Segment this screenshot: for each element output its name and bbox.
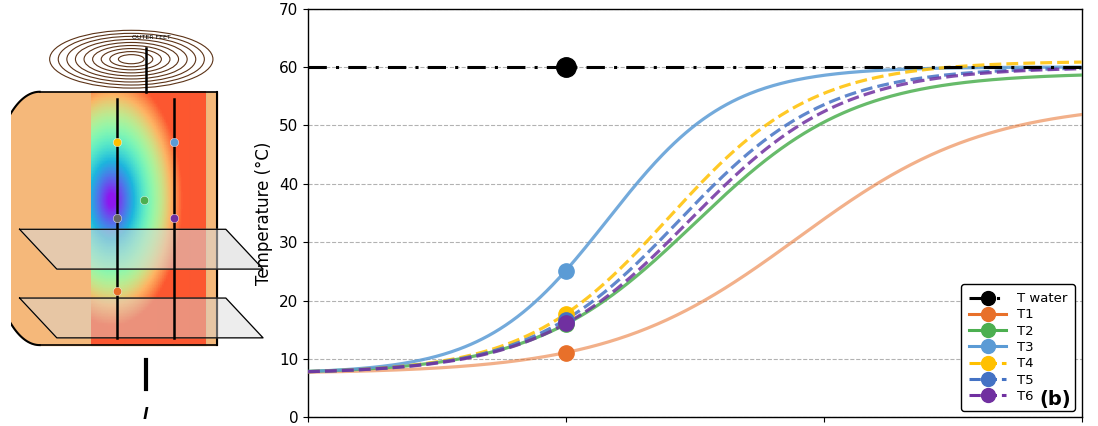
Polygon shape — [141, 92, 157, 345]
Polygon shape — [0, 92, 40, 345]
Text: (b): (b) — [1039, 390, 1071, 409]
Polygon shape — [40, 92, 217, 345]
Polygon shape — [108, 92, 124, 345]
Polygon shape — [20, 229, 264, 269]
Legend: T water, T1, T2, T3, T4, T5, T6: T water, T1, T2, T3, T4, T5, T6 — [961, 284, 1075, 411]
Polygon shape — [124, 92, 141, 345]
Polygon shape — [190, 92, 205, 345]
Text: OUTER FEET: OUTER FEET — [132, 35, 170, 40]
Polygon shape — [20, 298, 264, 338]
Text: l: l — [143, 407, 148, 422]
Polygon shape — [157, 92, 173, 345]
Y-axis label: Temperature (°C): Temperature (°C) — [256, 141, 273, 285]
Polygon shape — [91, 92, 108, 345]
Polygon shape — [173, 92, 190, 345]
